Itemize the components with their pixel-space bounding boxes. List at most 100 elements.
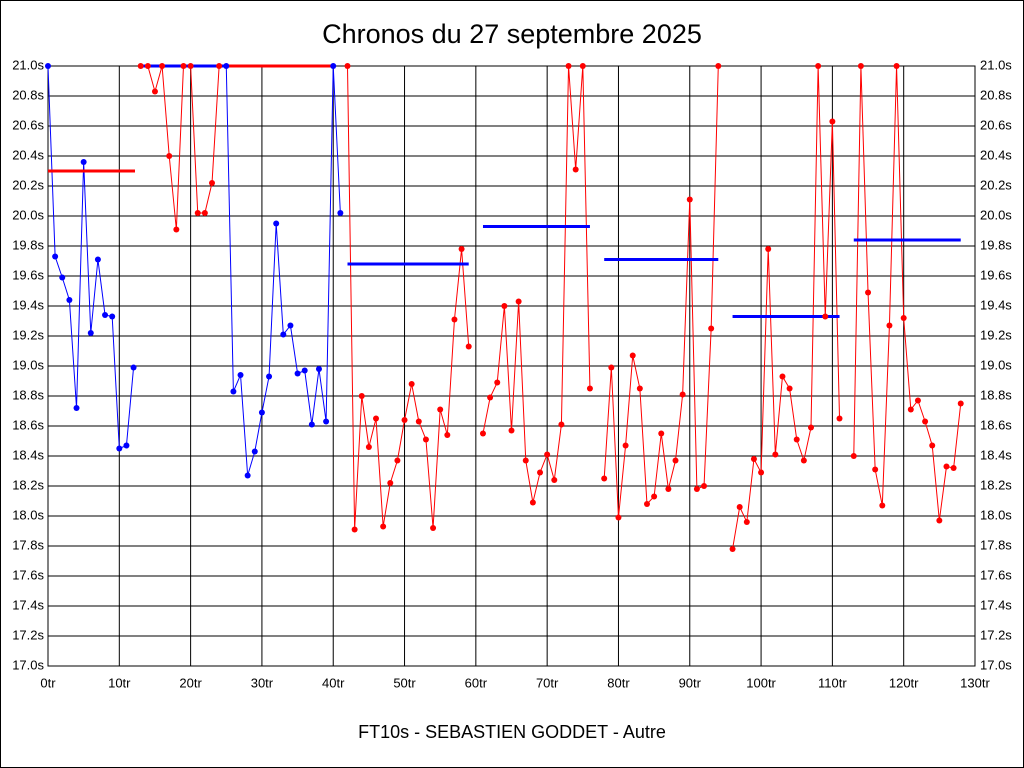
point	[87, 330, 94, 336]
point	[187, 63, 194, 69]
point	[451, 316, 458, 323]
point	[223, 63, 230, 69]
point	[679, 391, 686, 398]
point	[109, 313, 116, 320]
point	[651, 493, 658, 500]
point	[166, 153, 173, 159]
point	[565, 63, 572, 69]
x-tick-label: 0tr	[40, 675, 56, 690]
y-tick-label-right: 19.6s	[980, 267, 1012, 282]
point	[501, 303, 508, 309]
point	[779, 373, 786, 380]
y-tick-label: 18.6s	[12, 417, 44, 432]
point	[643, 501, 650, 507]
y-tick-label: 18.4s	[12, 447, 44, 462]
point	[544, 451, 551, 458]
point	[73, 405, 80, 411]
point	[586, 385, 593, 392]
point	[537, 469, 544, 476]
point	[658, 430, 665, 437]
point	[950, 465, 957, 471]
y-tick-label-right: 18.2s	[980, 477, 1012, 492]
point	[59, 274, 66, 281]
y-tick-label: 20.8s	[12, 87, 44, 102]
point	[522, 457, 529, 464]
point	[772, 451, 779, 458]
y-tick-label: 19.6s	[12, 267, 44, 282]
point	[558, 421, 565, 428]
point	[665, 486, 672, 492]
y-tick-label-right: 20.2s	[980, 177, 1012, 192]
point	[45, 63, 51, 69]
point	[914, 397, 921, 404]
point	[465, 343, 472, 350]
y-tick-label-right: 20.6s	[980, 117, 1012, 132]
point	[387, 480, 394, 486]
point	[151, 88, 158, 95]
point	[815, 63, 822, 69]
point	[672, 457, 679, 464]
point	[287, 322, 294, 329]
point	[508, 427, 515, 434]
point	[701, 483, 708, 489]
point	[180, 63, 187, 69]
point	[337, 210, 344, 216]
x-tick-label: 20tr	[179, 675, 202, 690]
point	[715, 63, 722, 69]
point	[736, 504, 743, 510]
chart-title: Chronos du 27 septembre 2025	[322, 19, 702, 49]
point	[280, 331, 287, 338]
point	[137, 63, 144, 69]
point	[708, 325, 715, 332]
y-tick-label-right: 18.8s	[980, 387, 1012, 402]
point	[123, 442, 130, 449]
point	[52, 253, 59, 260]
point	[743, 519, 750, 525]
y-tick-label-right: 19.2s	[980, 327, 1012, 342]
point	[159, 63, 166, 69]
point	[344, 63, 351, 69]
point	[244, 472, 251, 479]
point	[793, 436, 800, 443]
point	[729, 546, 736, 552]
point	[515, 298, 522, 305]
point	[130, 364, 137, 371]
point	[850, 453, 857, 459]
point	[351, 526, 358, 533]
y-tick-label-right: 18.0s	[980, 507, 1012, 522]
point	[66, 297, 73, 303]
point	[358, 393, 365, 399]
point	[957, 400, 964, 407]
point	[929, 442, 936, 449]
point	[686, 196, 693, 203]
point	[800, 457, 807, 464]
point	[693, 486, 700, 492]
y-tick-label: 19.0s	[12, 357, 44, 372]
point	[258, 409, 265, 416]
y-tick-label: 19.4s	[12, 297, 44, 312]
x-tick-label: 120tr	[889, 675, 919, 690]
point	[308, 421, 315, 428]
point	[629, 352, 636, 359]
y-tick-label: 20.6s	[12, 117, 44, 132]
y-tick-label: 19.8s	[12, 237, 44, 252]
y-tick-label-right: 20.4s	[980, 147, 1012, 162]
point	[380, 523, 387, 530]
y-tick-label: 18.0s	[12, 507, 44, 522]
point	[900, 315, 907, 321]
y-tick-label-right: 17.0s	[980, 657, 1012, 672]
plot-border	[47, 65, 976, 667]
point	[758, 469, 765, 476]
point	[216, 63, 223, 69]
y-tick-label-right: 21.0s	[980, 57, 1012, 72]
point	[301, 367, 308, 374]
point	[444, 432, 451, 438]
point	[365, 444, 372, 450]
y-tick-label: 17.4s	[12, 597, 44, 612]
x-tick-label: 40tr	[322, 675, 345, 690]
point	[822, 313, 829, 320]
point	[807, 424, 814, 431]
point	[943, 463, 950, 470]
point	[102, 312, 109, 318]
